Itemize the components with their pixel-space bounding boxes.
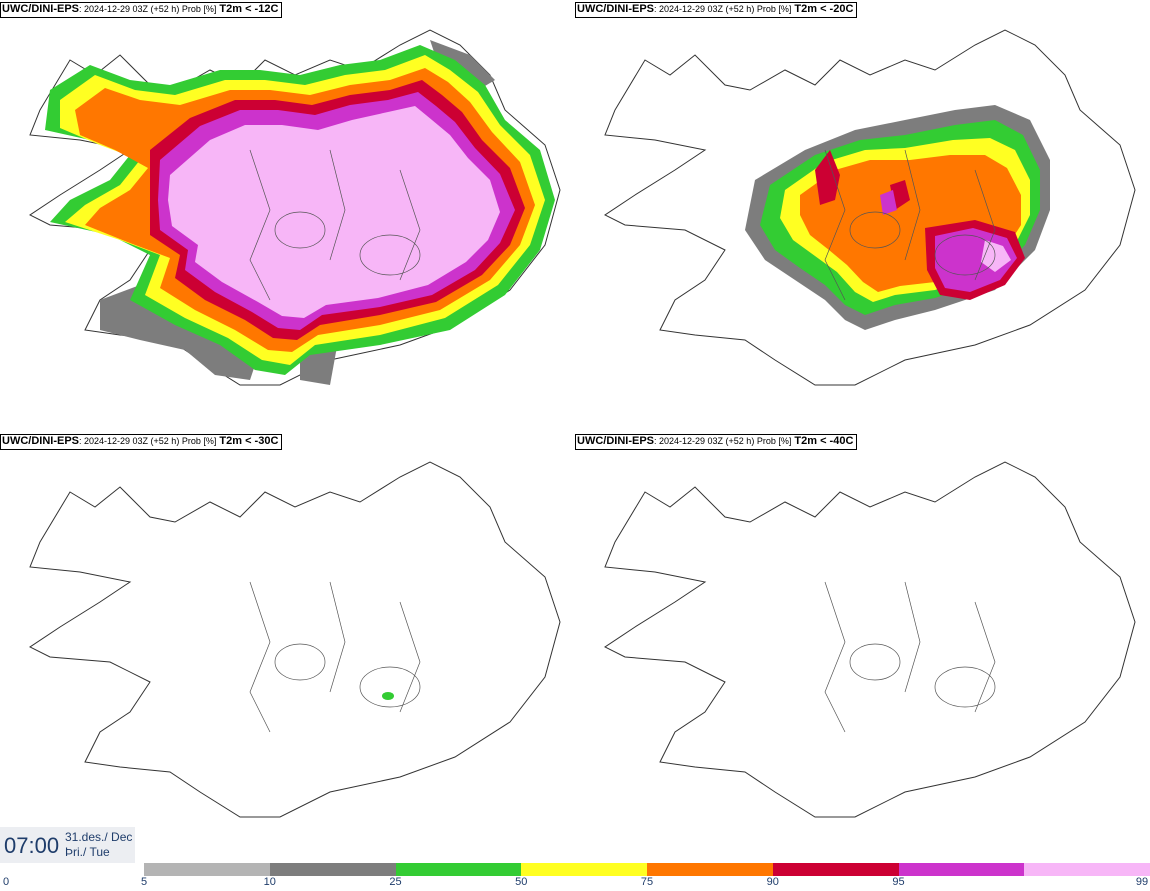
colorbar-tick-label: 95 [892, 876, 905, 888]
prob-green-area [382, 692, 394, 700]
colorbar-tick-label: 5 [140, 876, 148, 888]
prob-pink-area [981, 240, 1011, 272]
run-info: : 2024-12-29 03Z (+52 h) Prob [%] [79, 436, 217, 446]
colorbar-segment [269, 863, 396, 876]
valid-date-line1: 31.des./ Dec [65, 830, 133, 844]
model-name: UWC/DINI-EPS [2, 435, 79, 447]
iceland-outline [604, 461, 1136, 818]
valid-time-date: 31.des./ Dec Þri./ Tue [65, 830, 132, 860]
panel-title: UWC/DINI-EPS: 2024-12-29 03Z (+52 h) Pro… [575, 434, 858, 450]
panel-title: UWC/DINI-EPS: 2024-12-29 03Z (+52 h) Pro… [575, 2, 858, 18]
region-borders [824, 149, 996, 301]
colorbar-segment [144, 863, 270, 876]
model-name: UWC/DINI-EPS [577, 435, 654, 447]
model-name: UWC/DINI-EPS [577, 3, 654, 15]
probability-colorbar [144, 863, 1150, 876]
colorbar-tick-label: 99 [1135, 876, 1149, 888]
region-borders [824, 581, 996, 733]
region-borders [249, 581, 421, 733]
field-name: T2m < -12C [219, 3, 279, 15]
panel-title: UWC/DINI-EPS: 2024-12-29 03Z (+52 h) Pro… [0, 2, 283, 18]
colorbar-tick-label: 0 [2, 876, 10, 888]
map-panel-minus30: UWC/DINI-EPS: 2024-12-29 03Z (+52 h) Pro… [0, 432, 575, 864]
field-name: T2m < -40C [794, 435, 854, 447]
colorbar-tick-label: 75 [640, 876, 654, 888]
valid-time-box: 07:00 31.des./ Dec Þri./ Tue [0, 827, 135, 863]
prob-pink-area [168, 106, 500, 318]
colorbar-tick-label: 50 [515, 876, 528, 888]
iceland-map-minus40 [604, 461, 1136, 818]
colorbar-segment [521, 863, 647, 876]
colorbar-segment [1024, 863, 1150, 876]
colorbar-segment [647, 863, 773, 876]
iceland-map-minus30 [29, 461, 561, 818]
iceland-map-minus20 [604, 29, 1136, 386]
model-name: UWC/DINI-EPS [2, 3, 79, 15]
run-info: : 2024-12-29 03Z (+52 h) Prob [%] [79, 4, 217, 14]
valid-date-line2: Þri./ Tue [65, 845, 110, 859]
colorbar-segment [772, 863, 899, 876]
colorbar-tick-label: 25 [389, 876, 402, 888]
run-info: : 2024-12-29 03Z (+52 h) Prob [%] [654, 4, 792, 14]
region-borders [249, 149, 421, 301]
map-panel-minus12: UWC/DINI-EPS: 2024-12-29 03Z (+52 h) Pro… [0, 0, 575, 432]
valid-time-clock: 07:00 [4, 833, 60, 858]
colorbar-tick-label: 90 [766, 876, 779, 888]
panel-title: UWC/DINI-EPS: 2024-12-29 03Z (+52 h) Pro… [0, 434, 283, 450]
iceland-map-minus12 [29, 29, 561, 386]
map-panel-minus40: UWC/DINI-EPS: 2024-12-29 03Z (+52 h) Pro… [575, 432, 1150, 864]
colorbar-tick-label: 10 [263, 876, 276, 888]
run-info: : 2024-12-29 03Z (+52 h) Prob [%] [654, 436, 792, 446]
colorbar-segment [395, 863, 522, 876]
field-name: T2m < -30C [219, 435, 279, 447]
iceland-outline [29, 461, 561, 818]
map-panel-minus20: UWC/DINI-EPS: 2024-12-29 03Z (+52 h) Pro… [575, 0, 1150, 432]
colorbar-segment [898, 863, 1025, 876]
field-name: T2m < -20C [794, 3, 854, 15]
